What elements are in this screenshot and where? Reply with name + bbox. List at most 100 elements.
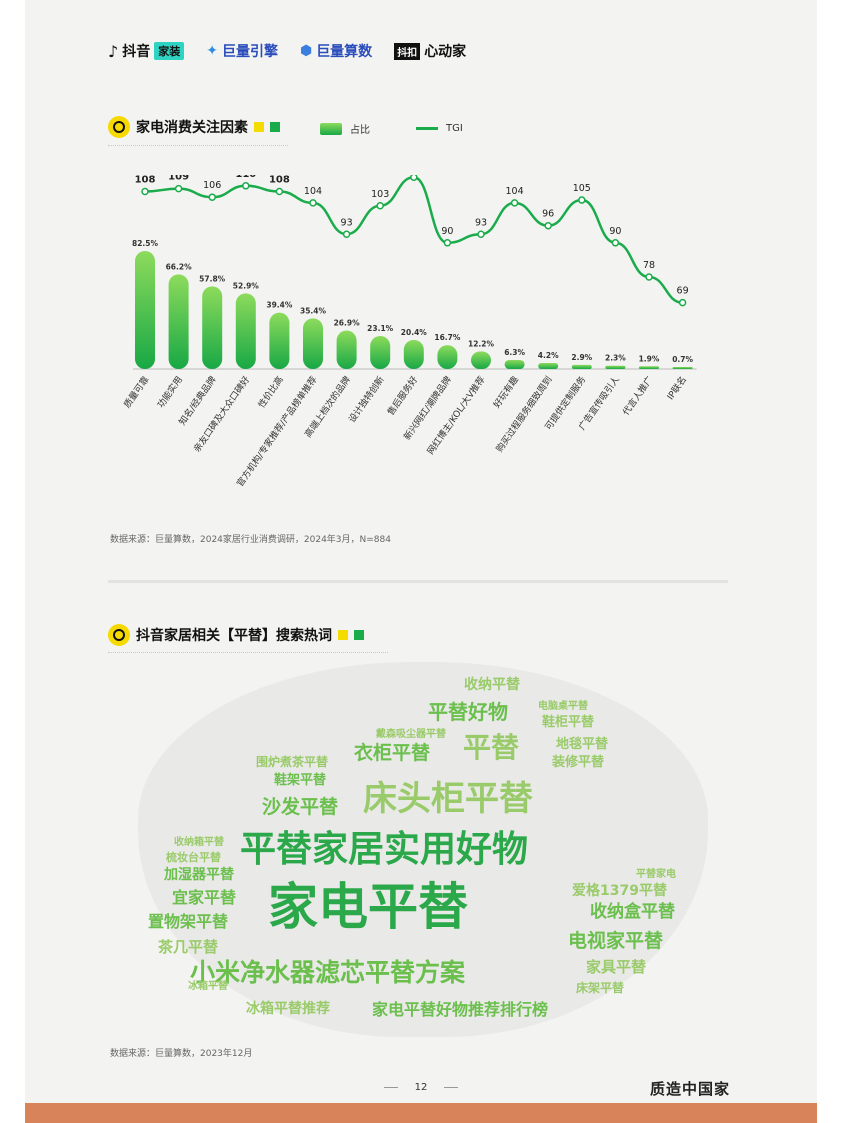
cloud-word: 平替 xyxy=(463,731,520,764)
chart-legend: 占比 TGI xyxy=(320,121,463,136)
cloud-word: 收纳箱平替 xyxy=(174,837,224,848)
tgi-value-label: 105 xyxy=(573,183,591,194)
cloud-word: 宜家平替 xyxy=(172,888,237,907)
logo-text: 巨量引擎 xyxy=(221,44,278,60)
tgi-point xyxy=(578,196,586,204)
cloud-word: 爱格1379平替 xyxy=(572,883,667,899)
section-title: 抖音家居相关【平替】搜索热词 xyxy=(136,628,332,644)
brand-logo: 质造中国家 xyxy=(650,1080,731,1098)
bar-value-label: 20.4% xyxy=(401,328,428,337)
bar xyxy=(571,364,592,369)
word-cloud-shape xyxy=(138,662,708,1037)
tgi-point xyxy=(242,182,250,190)
tgi-point xyxy=(645,273,653,281)
yellow-square-icon xyxy=(338,630,348,640)
xindongjia-logo: 抖扣 心动家 xyxy=(394,41,466,61)
bar-value-label: 4.2% xyxy=(538,351,559,360)
logo-row: ♪ 抖音 家装 ✦ 巨量引擎 ⬢ 巨量算数 抖扣 心动家 xyxy=(108,38,466,64)
bar xyxy=(471,351,491,369)
bar-value-label: 0.7% xyxy=(672,355,693,364)
category-label: 质量可靠 xyxy=(121,374,151,410)
bar-value-label: 57.8% xyxy=(199,274,226,283)
tgi-value-label: 90 xyxy=(609,226,621,237)
tgi-point xyxy=(141,187,149,196)
tgi-value-label: 104 xyxy=(304,186,322,197)
tiktok-icon: ♪ xyxy=(108,41,119,61)
bar xyxy=(370,335,391,369)
tgi-point xyxy=(208,193,216,201)
tgi-value-label: 93 xyxy=(341,217,353,228)
logo-text: 心动家 xyxy=(424,44,467,60)
bar-value-label: 16.7% xyxy=(434,333,461,342)
cloud-word: 加湿器平替 xyxy=(164,867,234,883)
logo-box: 抖扣 xyxy=(394,42,421,60)
word-cloud: 家电平替 平替家居实用好物 床头柜平替 小米净水器滤芯平替方案 平替 衣柜平替 平替好物 沙发… xyxy=(128,662,718,1042)
legend-bar-label: 占比 xyxy=(350,125,370,136)
cloud-word: 家具平替 xyxy=(586,958,647,976)
category-label: 网红博主/KOL/大V推荐 xyxy=(424,374,487,457)
bar xyxy=(504,359,525,369)
bar xyxy=(303,318,323,369)
bar xyxy=(605,365,626,369)
tgi-value-label: 93 xyxy=(475,217,487,228)
bar xyxy=(672,367,693,369)
cloud-word: 衣柜平替 xyxy=(354,742,431,764)
logo-tag: 家装 xyxy=(154,42,185,60)
cloud-word: 沙发平替 xyxy=(262,796,339,818)
tgi-point xyxy=(544,221,552,230)
bar xyxy=(336,330,357,369)
yellow-square-icon xyxy=(254,122,264,132)
green-square-icon xyxy=(354,630,364,640)
tgi-point xyxy=(678,298,687,307)
category-label: 性价比高 xyxy=(255,374,285,410)
cloud-word: 床架平替 xyxy=(576,981,625,995)
green-square-icon xyxy=(270,122,280,132)
bar xyxy=(639,366,659,369)
category-label: IP联名 xyxy=(664,374,689,402)
bottom-band xyxy=(25,1103,817,1123)
legend-bar-swatch xyxy=(320,122,342,135)
tgi-point xyxy=(376,202,384,210)
bar-value-label: 2.9% xyxy=(571,353,592,362)
logo-text: 巨量算数 xyxy=(316,44,373,60)
cloud-word: 鞋柜平替 xyxy=(542,715,595,730)
cloud-word: 家电平替好物推荐排行榜 xyxy=(372,1000,549,1019)
bar-value-label: 82.5% xyxy=(132,239,159,248)
cloud-word: 地毯平替 xyxy=(556,737,609,752)
cloud-word: 平替家电 xyxy=(636,869,676,880)
bar xyxy=(202,286,223,369)
bar-value-label: 52.9% xyxy=(233,281,260,290)
cloud-word: 家电平替 xyxy=(268,878,468,936)
tgi-value-label: 108 xyxy=(269,175,290,186)
tgi-value-label: 108 xyxy=(135,175,156,186)
cloud-word: 电视家平替 xyxy=(568,930,664,952)
heading-underline xyxy=(108,651,388,653)
tgi-value-label: 69 xyxy=(677,286,689,297)
cloud-word: 收纳盒平替 xyxy=(590,902,675,922)
tgi-point xyxy=(309,199,317,207)
juliang-engine-logo: ✦ 巨量引擎 xyxy=(206,41,278,61)
tgi-point xyxy=(443,239,452,247)
tgi-value-label: 104 xyxy=(506,186,524,197)
category-label: 功能实用 xyxy=(155,374,185,410)
source-note-1: 数据来源：巨量算数，2024家居行业消费调研，2024年3月，N=884 xyxy=(110,535,391,545)
tgi-value-label: 106 xyxy=(203,180,221,191)
logo-text: 抖音 xyxy=(122,44,151,60)
legend-line-label: TGI xyxy=(446,123,463,134)
tgi-value-label: 103 xyxy=(371,189,389,200)
bar-value-label: 1.9% xyxy=(639,354,660,363)
legend-line-swatch xyxy=(416,127,438,130)
bar-value-label: 6.3% xyxy=(504,348,525,357)
bar-value-label: 2.3% xyxy=(605,354,626,363)
page-number: 12 xyxy=(414,1082,428,1093)
cloud-word: 平替家居实用好物 xyxy=(240,829,529,870)
tgi-point xyxy=(477,230,485,238)
bar xyxy=(538,362,559,369)
bar xyxy=(168,274,189,369)
cloud-word: 装修平替 xyxy=(552,755,605,770)
bar-value-label: 39.4% xyxy=(266,301,293,310)
bar-value-label: 12.2% xyxy=(468,340,495,349)
bar-value-label: 26.9% xyxy=(334,319,361,328)
cloud-word: 冰箱平替 xyxy=(188,981,228,992)
